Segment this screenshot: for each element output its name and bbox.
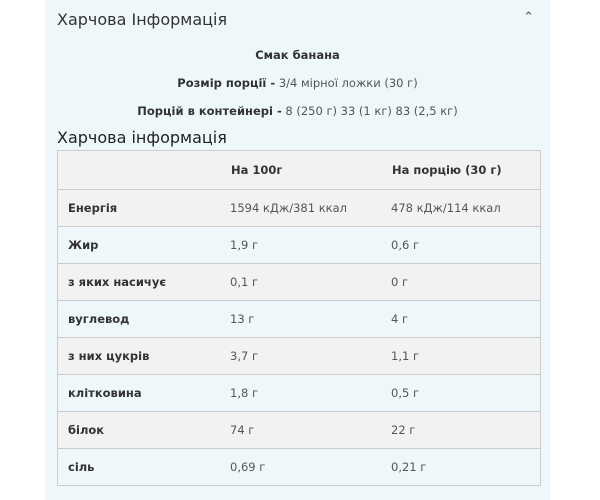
nutrient-name: вуглевод: [57, 300, 230, 338]
nutrient-name: сіль: [57, 448, 230, 486]
value-per-serving: 0,6 г: [391, 226, 541, 264]
nutrition-table: На 100г На порцію (30 г) Енергія 1594 кДж…: [57, 150, 541, 486]
value-per-serving: 0 г: [391, 263, 541, 301]
chevron-up-icon[interactable]: ⌃: [523, 10, 534, 25]
value-per-serving: 22 г: [391, 411, 541, 449]
value-per-serving: 1,1 г: [391, 337, 541, 375]
value-per-100g: 0,69 г: [230, 448, 391, 486]
header-empty: [57, 150, 230, 190]
nutrient-name: білок: [57, 411, 230, 449]
value-per-serving: 4 г: [391, 300, 541, 338]
value-per-serving: 0,5 г: [391, 374, 541, 412]
value-per-100g: 13 г: [230, 300, 391, 338]
header-per-100g: На 100г: [230, 150, 391, 190]
nutrient-name: Жир: [57, 226, 230, 264]
table-title: Харчова інформація: [57, 128, 227, 147]
section-title: Харчова Інформація: [57, 10, 228, 29]
table-row: з них цукрів 3,7 г 1,1 г: [57, 337, 541, 375]
table-row: білок 74 г 22 г: [57, 411, 541, 449]
value-per-100g: 0,1 г: [230, 263, 391, 301]
value-per-100g: 1,9 г: [230, 226, 391, 264]
value-per-100g: 3,7 г: [230, 337, 391, 375]
nutrient-name: Енергія: [57, 189, 230, 227]
value-per-100g: 1594 кДж/381 ккал: [230, 189, 391, 227]
flavor: Смак банана: [255, 48, 340, 62]
value-per-100g: 74 г: [230, 411, 391, 449]
nutrition-panel: Харчова Інформація ⌃ Смак банана Розмір …: [45, 0, 550, 500]
nutrient-name: з яких насичує: [57, 263, 230, 301]
table-header: На 100г На порцію (30 г): [57, 150, 541, 190]
table-row: Енергія 1594 кДж/381 ккал 478 кДж/114 ккал: [57, 189, 541, 227]
value-per-serving: 478 кДж/114 ккал: [391, 189, 541, 227]
servings-per-container: Порцій в контейнері - 8 (250 г) 33 (1 кг…: [137, 104, 458, 118]
nutrient-name: клітковина: [57, 374, 230, 412]
value-per-100g: 1,8 г: [230, 374, 391, 412]
serving-size: Розмір порції - 3/4 мірної ложки (30 г): [177, 76, 418, 90]
nutrient-name: з них цукрів: [57, 337, 230, 375]
table-row: сіль 0,69 г 0,21 г: [57, 448, 541, 486]
value-per-serving: 0,21 г: [391, 448, 541, 486]
header-per-serving: На порцію (30 г): [391, 150, 541, 190]
table-row: Жир 1,9 г 0,6 г: [57, 226, 541, 264]
table-row: клітковина 1,8 г 0,5 г: [57, 374, 541, 412]
